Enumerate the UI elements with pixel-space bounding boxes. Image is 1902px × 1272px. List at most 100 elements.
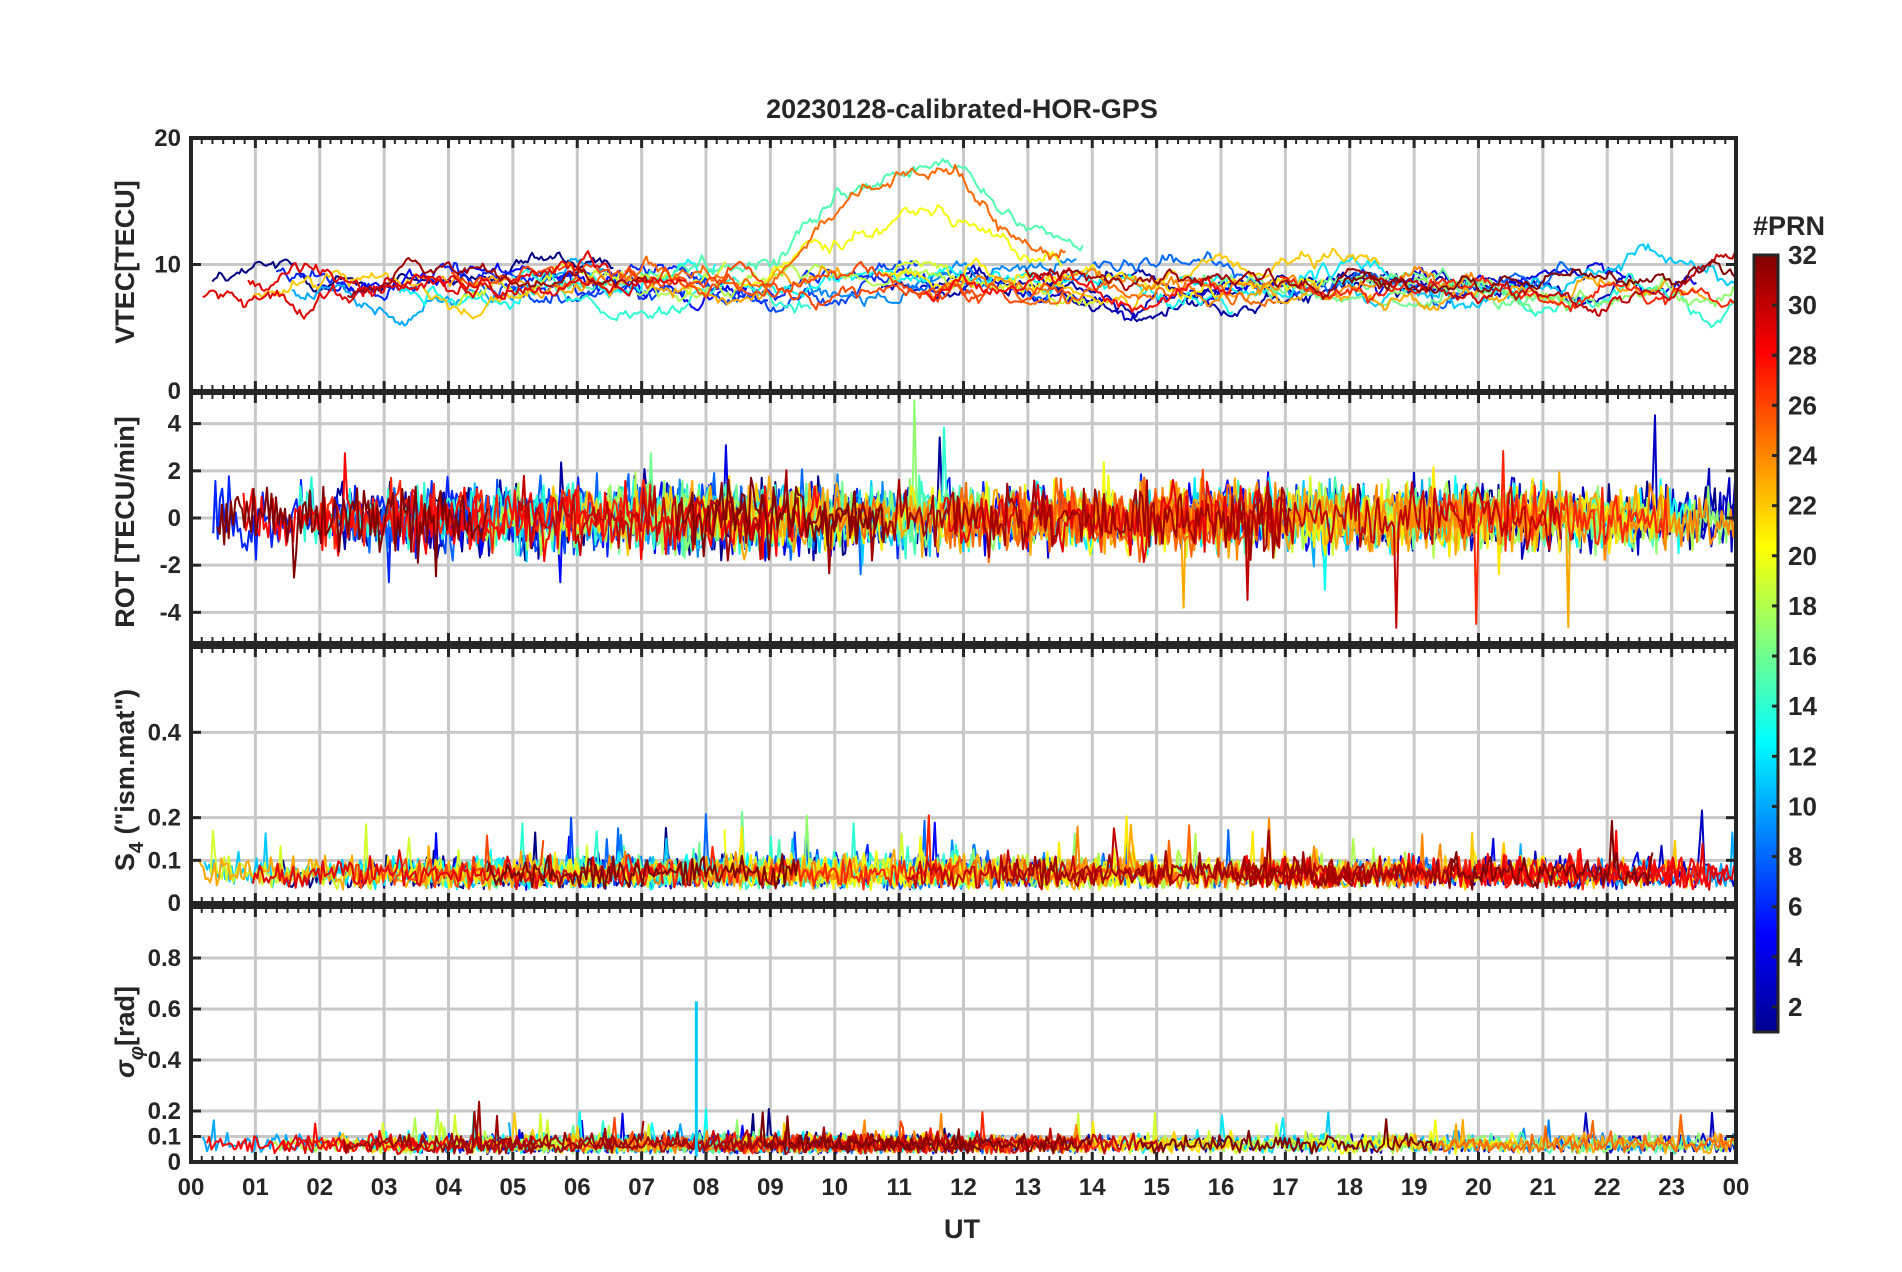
rot-ylabel: ROT [TECU/min] bbox=[110, 416, 140, 627]
y-tick-label: 0.1 bbox=[148, 847, 181, 874]
x-tick-label: 16 bbox=[1208, 1174, 1235, 1201]
trace-group bbox=[202, 158, 1736, 329]
x-tick-label: 15 bbox=[1143, 1174, 1170, 1201]
x-tick-label: 18 bbox=[1336, 1174, 1363, 1201]
colorbar-tick-label: 26 bbox=[1788, 390, 1817, 420]
x-tick-label: 23 bbox=[1658, 1174, 1685, 1201]
colorbar-tick-label: 6 bbox=[1788, 892, 1802, 922]
colorbar-tick-label: 14 bbox=[1788, 691, 1817, 721]
colorbar-tick-label: 22 bbox=[1788, 491, 1817, 521]
prn-trace bbox=[202, 250, 610, 320]
x-tick-label: 22 bbox=[1594, 1174, 1621, 1201]
colorbar-title: #PRN bbox=[1753, 211, 1825, 241]
y-tick-label: 4 bbox=[168, 411, 182, 438]
sigma-phi-ylabel: σφ[rad] bbox=[110, 986, 148, 1078]
prn-trace bbox=[1000, 850, 1363, 888]
prn-trace bbox=[711, 469, 1292, 575]
trace-group bbox=[212, 399, 1736, 629]
y-tick-label: 0 bbox=[168, 1149, 181, 1176]
prn-trace bbox=[759, 1111, 1093, 1155]
x-tick-label: 00 bbox=[1723, 1174, 1750, 1201]
colorbar-tick-label: 12 bbox=[1788, 741, 1817, 771]
prn-trace bbox=[311, 476, 652, 554]
x-tick-label: 19 bbox=[1401, 1174, 1428, 1201]
y-tick-label: 0 bbox=[168, 378, 181, 405]
prn-trace bbox=[281, 1129, 539, 1155]
prn-trace bbox=[451, 260, 989, 303]
prn-trace bbox=[561, 1116, 970, 1155]
prn-trace bbox=[942, 479, 1289, 563]
prn-trace bbox=[624, 260, 1072, 311]
prn-trace bbox=[1446, 819, 1654, 891]
sigma-phi-ylabel-main: σ bbox=[110, 1059, 140, 1078]
sigma-phi-ylabel-sub: φ bbox=[126, 1046, 148, 1060]
sigma-phi-panel: 00.10.2 0.4 0.6 0.8 bbox=[148, 905, 1738, 1176]
colorbar-tick-label: 20 bbox=[1788, 541, 1817, 571]
colorbar-tick-label: 10 bbox=[1788, 791, 1817, 821]
prn-trace bbox=[551, 163, 1066, 291]
prn-trace bbox=[635, 263, 973, 302]
y-tick-label: 20 bbox=[154, 125, 181, 152]
sigma-phi-ylabel-rest: [rad] bbox=[110, 986, 140, 1046]
s4-ylabel-sub: 4 bbox=[126, 841, 148, 853]
prn-trace bbox=[1235, 480, 1562, 629]
prn-trace bbox=[1279, 275, 1736, 313]
x-tick-label: 21 bbox=[1530, 1174, 1557, 1201]
y-tick-label: 0 bbox=[168, 505, 181, 532]
prn-trace bbox=[675, 476, 885, 561]
y-tick-label: 2 bbox=[168, 458, 181, 485]
trace-group bbox=[197, 809, 1736, 891]
x-tick-label: 20 bbox=[1465, 1174, 1492, 1201]
colorbar-tick-label: 18 bbox=[1788, 591, 1817, 621]
x-tick-label: 10 bbox=[821, 1174, 848, 1201]
y-tick-label: -4 bbox=[160, 599, 182, 626]
x-tick-label: 08 bbox=[693, 1174, 720, 1201]
colorbar-tick-label: 8 bbox=[1788, 842, 1802, 872]
y-tick-label: 10 bbox=[154, 252, 181, 279]
x-tick-label: 02 bbox=[306, 1174, 333, 1201]
prn-trace bbox=[1352, 274, 1736, 312]
x-tick-label: 14 bbox=[1079, 1174, 1106, 1201]
prn-trace bbox=[1361, 252, 1736, 317]
x-tick-labels: 00 01 02 03 04 05 06 07 08 09 10 11 12 13 14 15 16 17 18 19… bbox=[178, 1174, 1750, 1201]
y-tick-label: -2 bbox=[160, 552, 181, 579]
y-tick-label: 0 bbox=[168, 890, 181, 917]
colorbar bbox=[1752, 253, 1780, 1034]
y-tick-label: 0.4 bbox=[148, 719, 182, 746]
x-tick-label: 11 bbox=[886, 1174, 911, 1201]
x-tick-label: 01 bbox=[242, 1174, 269, 1201]
s4-ylabel-main: S bbox=[110, 853, 140, 871]
prn-trace bbox=[247, 261, 686, 299]
colorbar-tick-label: 32 bbox=[1788, 240, 1817, 270]
prn-trace bbox=[1178, 256, 1396, 299]
x-tick-label: 07 bbox=[628, 1174, 655, 1201]
prn-trace bbox=[924, 267, 1233, 313]
prn-trace bbox=[342, 1110, 645, 1155]
x-tick-label: 03 bbox=[371, 1174, 398, 1201]
x-tick-label: 00 bbox=[178, 1174, 205, 1201]
vtec-ylabel: VTEC[TECU] bbox=[110, 180, 140, 344]
prn-trace bbox=[275, 261, 647, 301]
s4-panel: 0 0.1 0.2 0.4 bbox=[148, 645, 1738, 917]
y-tick-label: 0.2 bbox=[148, 805, 181, 832]
prn-trace bbox=[251, 269, 541, 320]
y-tick-label: 0.8 bbox=[148, 945, 181, 972]
prn-trace bbox=[346, 256, 649, 298]
s4-ylabel-rest: ("ism.mat") bbox=[110, 689, 140, 842]
x-tick-label: 13 bbox=[1015, 1174, 1042, 1201]
colorbar-tick-label: 24 bbox=[1788, 441, 1817, 471]
rot-panel: -4 -2 0 2 4 bbox=[160, 391, 1738, 645]
y-tick-label: 0.2 bbox=[148, 1098, 181, 1125]
x-axis-label: UT bbox=[944, 1214, 980, 1244]
chart-title: 20230128-calibrated-HOR-GPS bbox=[766, 94, 1158, 124]
y-tick-label: 0.4 bbox=[148, 1047, 182, 1074]
prn-trace bbox=[1139, 1118, 1437, 1155]
colorbar-tick-label: 30 bbox=[1788, 290, 1817, 320]
prn-trace bbox=[216, 485, 489, 579]
x-tick-label: 17 bbox=[1272, 1174, 1299, 1201]
vtec-panel: 0 10 20 bbox=[154, 125, 1738, 405]
s4-ylabel: S4 ("ism.mat") bbox=[110, 689, 148, 871]
prn-trace bbox=[486, 853, 800, 890]
